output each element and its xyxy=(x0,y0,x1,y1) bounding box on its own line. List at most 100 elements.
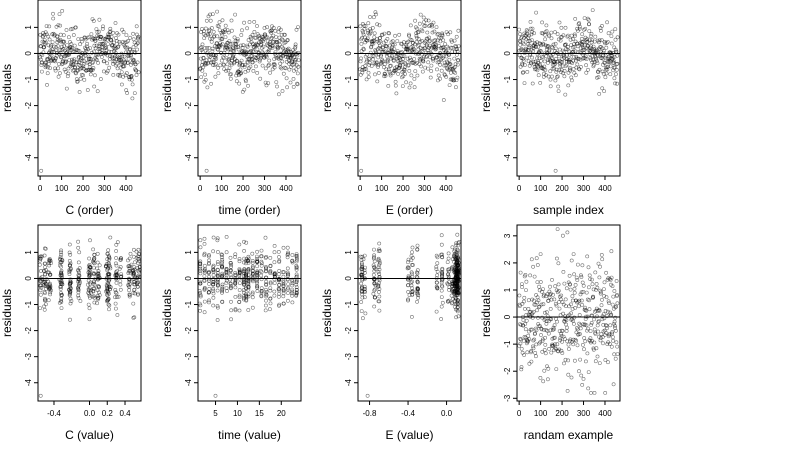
data-point xyxy=(581,289,586,294)
data-point xyxy=(65,74,70,79)
data-point xyxy=(122,40,127,45)
data-point xyxy=(535,56,540,61)
data-point xyxy=(135,47,140,52)
data-point xyxy=(57,48,62,52)
data-point xyxy=(594,47,599,52)
data-point xyxy=(204,58,209,63)
data-point xyxy=(274,56,279,60)
data-point xyxy=(60,275,64,280)
data-point xyxy=(290,258,295,263)
data-point xyxy=(100,55,104,59)
data-point xyxy=(68,301,73,306)
data-point xyxy=(244,286,249,291)
data-point xyxy=(136,257,141,262)
data-point xyxy=(136,70,141,75)
data-point xyxy=(553,346,558,351)
data-point xyxy=(456,314,461,319)
data-point xyxy=(595,285,600,290)
data-point xyxy=(360,290,365,295)
data-point xyxy=(86,278,91,283)
data-point xyxy=(542,64,547,69)
x-axis-label: C (order) xyxy=(65,203,113,217)
data-point xyxy=(370,25,375,30)
data-point xyxy=(209,39,214,44)
data-point xyxy=(114,263,119,268)
data-point xyxy=(438,76,442,81)
data-point xyxy=(378,39,383,44)
data-point xyxy=(376,256,381,261)
data-point xyxy=(87,256,92,261)
data-point xyxy=(451,66,456,71)
data-point xyxy=(206,277,211,282)
data-point xyxy=(281,71,286,76)
data-point xyxy=(584,308,589,313)
data-point xyxy=(611,338,616,343)
data-point xyxy=(89,290,93,295)
data-point xyxy=(76,239,81,244)
y-tick-label: -2 xyxy=(184,101,193,109)
data-point xyxy=(435,273,440,278)
data-point xyxy=(376,283,381,288)
data-point xyxy=(548,77,553,82)
data-point xyxy=(578,292,583,297)
data-point xyxy=(449,301,454,306)
data-point xyxy=(610,329,615,334)
data-point xyxy=(410,250,414,255)
data-point xyxy=(285,38,290,43)
data-point xyxy=(287,67,292,72)
data-point xyxy=(553,301,558,306)
data-point xyxy=(530,26,535,31)
data-point xyxy=(439,242,444,247)
data-point xyxy=(118,287,123,292)
data-point xyxy=(407,34,412,38)
data-point xyxy=(294,285,299,290)
data-point xyxy=(580,382,585,387)
data-point xyxy=(439,304,444,309)
data-point xyxy=(283,66,288,71)
data-point xyxy=(92,265,96,270)
data-point xyxy=(608,64,613,69)
data-point xyxy=(371,291,376,296)
data-point xyxy=(573,358,577,363)
data-point xyxy=(93,73,97,78)
data-point xyxy=(47,270,52,275)
data-point xyxy=(359,289,364,294)
data-point xyxy=(446,256,451,261)
data-point xyxy=(76,37,81,42)
data-point xyxy=(611,382,616,387)
data-point xyxy=(554,56,559,61)
data-point xyxy=(556,288,561,293)
data-point xyxy=(406,39,411,44)
data-point xyxy=(229,264,233,269)
data-point xyxy=(541,294,546,299)
data-point xyxy=(294,252,299,257)
data-point xyxy=(263,235,268,240)
data-point xyxy=(133,68,138,73)
data-point xyxy=(371,57,375,62)
data-point xyxy=(263,308,268,313)
data-point xyxy=(122,64,127,69)
data-point xyxy=(291,85,296,89)
data-point xyxy=(542,59,547,64)
data-point xyxy=(72,43,77,48)
data-point xyxy=(410,279,415,284)
data-point xyxy=(360,264,365,269)
data-point xyxy=(439,280,444,285)
data-point xyxy=(230,41,235,46)
data-point xyxy=(42,304,47,309)
data-point xyxy=(555,75,559,80)
x-tick-label: 10 xyxy=(233,409,242,418)
data-point xyxy=(373,10,378,15)
data-point xyxy=(359,267,364,272)
data-point xyxy=(567,347,571,351)
data-point xyxy=(53,68,58,73)
data-point xyxy=(452,38,457,43)
data-point xyxy=(58,255,63,259)
data-point xyxy=(215,305,220,310)
data-point xyxy=(520,48,525,53)
data-point xyxy=(543,30,548,34)
data-point xyxy=(531,344,535,349)
data-point xyxy=(563,92,568,97)
data-point xyxy=(43,279,48,284)
